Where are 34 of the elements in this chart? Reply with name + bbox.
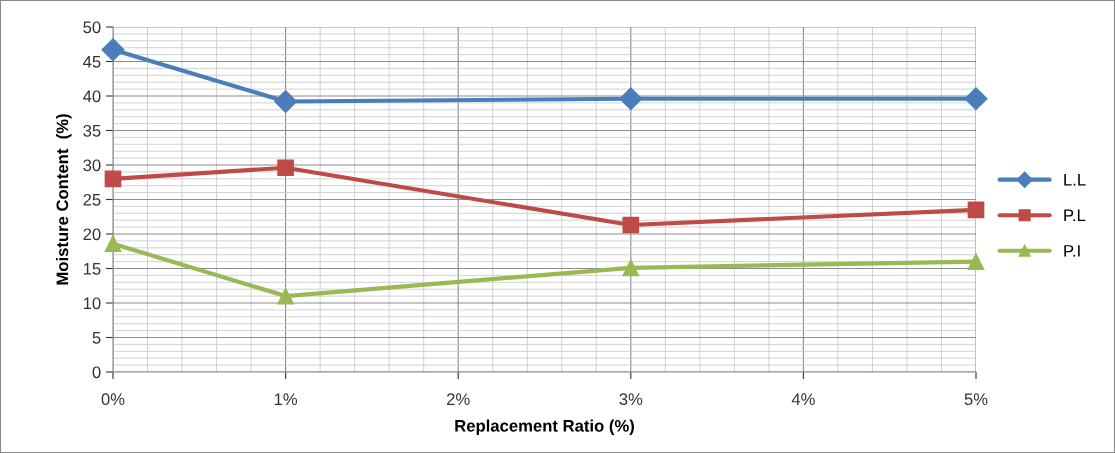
point bbox=[622, 216, 640, 234]
x-tick-label: 1% bbox=[274, 393, 298, 406]
y-axis-title: Moisture Content (%) bbox=[56, 114, 72, 285]
y-tick-label: 50 bbox=[83, 21, 101, 34]
y-tick-label: 20 bbox=[83, 228, 101, 241]
point bbox=[619, 87, 643, 111]
x-tick-label: 0% bbox=[101, 393, 125, 406]
x-axis-title: Replacement Ratio (%) bbox=[455, 419, 634, 436]
legend-label: P.I bbox=[1064, 245, 1080, 257]
point bbox=[101, 38, 125, 62]
y-tick-label: 0 bbox=[92, 366, 101, 379]
point bbox=[967, 201, 985, 219]
legend-label: L.L bbox=[1064, 174, 1086, 186]
y-tick-label: 15 bbox=[83, 263, 101, 275]
x-tick-label: 5% bbox=[964, 393, 988, 406]
y-tick-label: 5 bbox=[92, 332, 101, 344]
y-tick-label: 30 bbox=[83, 159, 101, 172]
point bbox=[964, 87, 988, 111]
y-tick-label: 40 bbox=[83, 90, 101, 103]
legend-label: P.L bbox=[1064, 209, 1086, 222]
x-tick-label: 2% bbox=[446, 393, 470, 406]
y-tick-label: 45 bbox=[83, 56, 101, 68]
point bbox=[277, 159, 294, 177]
point bbox=[622, 259, 640, 277]
point bbox=[277, 287, 294, 305]
y-tick-label: 35 bbox=[83, 124, 101, 137]
x-tick-label: 4% bbox=[791, 393, 815, 406]
point bbox=[274, 90, 298, 114]
point bbox=[967, 253, 985, 270]
x-tick-label: 3% bbox=[619, 393, 643, 406]
y-tick-label: 10 bbox=[83, 297, 101, 310]
point bbox=[104, 235, 122, 252]
y-tick-label: 25 bbox=[83, 193, 101, 206]
point bbox=[104, 170, 122, 188]
